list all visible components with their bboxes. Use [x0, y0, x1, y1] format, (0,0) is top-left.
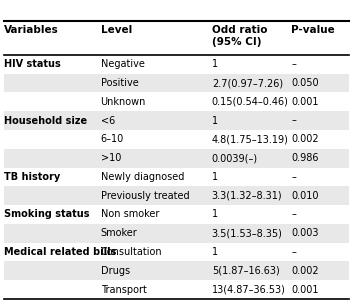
Text: Positive: Positive [101, 78, 138, 88]
Text: 1: 1 [212, 116, 218, 126]
Text: Previously treated: Previously treated [101, 191, 189, 201]
Text: 0.002: 0.002 [291, 135, 319, 144]
Text: 3.3(1.32–8.31): 3.3(1.32–8.31) [212, 191, 282, 201]
Text: Smoking status: Smoking status [4, 210, 89, 219]
Text: 0.002: 0.002 [291, 266, 319, 276]
Text: –: – [291, 210, 296, 219]
Text: <6: <6 [101, 116, 115, 126]
Text: >10: >10 [101, 153, 121, 163]
Bar [4, 224, 349, 242]
Text: Level: Level [101, 25, 132, 35]
Text: Unknown: Unknown [101, 97, 146, 107]
Text: 4.8(1.75–13.19): 4.8(1.75–13.19) [212, 135, 289, 144]
Text: TB history: TB history [4, 172, 60, 182]
Text: 0.050: 0.050 [291, 78, 319, 88]
Text: 0.0039(–): 0.0039(–) [212, 153, 258, 163]
Bar [4, 261, 349, 280]
Text: –: – [291, 172, 296, 182]
Text: –: – [291, 59, 296, 69]
Text: Odd ratio
(95% CI): Odd ratio (95% CI) [212, 25, 267, 47]
Text: 0.001: 0.001 [291, 97, 319, 107]
Text: 0.001: 0.001 [291, 285, 319, 295]
Text: Transport: Transport [101, 285, 146, 295]
Text: 0.003: 0.003 [291, 228, 319, 238]
Text: Negative: Negative [101, 59, 144, 69]
Text: 1: 1 [212, 172, 218, 182]
Text: Medical related bills: Medical related bills [4, 247, 116, 257]
Text: 0.15(0.54–0.46): 0.15(0.54–0.46) [212, 97, 289, 107]
Text: 3.5(1.53–8.35): 3.5(1.53–8.35) [212, 228, 283, 238]
Text: Newly diagnosed: Newly diagnosed [101, 172, 184, 182]
Text: 6–10: 6–10 [101, 135, 124, 144]
Text: –: – [291, 116, 296, 126]
Text: P-value: P-value [291, 25, 335, 35]
Text: 2.7(0.97–7.26): 2.7(0.97–7.26) [212, 78, 283, 88]
Text: Variables: Variables [4, 25, 58, 35]
Text: 1: 1 [212, 247, 218, 257]
Text: 0.010: 0.010 [291, 191, 319, 201]
Text: Consultation: Consultation [101, 247, 162, 257]
Text: Household size: Household size [4, 116, 86, 126]
Bar [4, 149, 349, 167]
Text: Drugs: Drugs [101, 266, 130, 276]
Text: Non smoker: Non smoker [101, 210, 159, 219]
Text: 1: 1 [212, 59, 218, 69]
Text: HIV status: HIV status [4, 59, 60, 69]
Text: 5(1.87–16.63): 5(1.87–16.63) [212, 266, 280, 276]
Text: –: – [291, 247, 296, 257]
Text: 0.986: 0.986 [291, 153, 319, 163]
Text: 13(4.87–36.53): 13(4.87–36.53) [212, 285, 286, 295]
Text: Smoker: Smoker [101, 228, 137, 238]
Bar [4, 186, 349, 205]
Bar [4, 74, 349, 92]
Text: 1: 1 [212, 210, 218, 219]
Bar [4, 111, 349, 130]
